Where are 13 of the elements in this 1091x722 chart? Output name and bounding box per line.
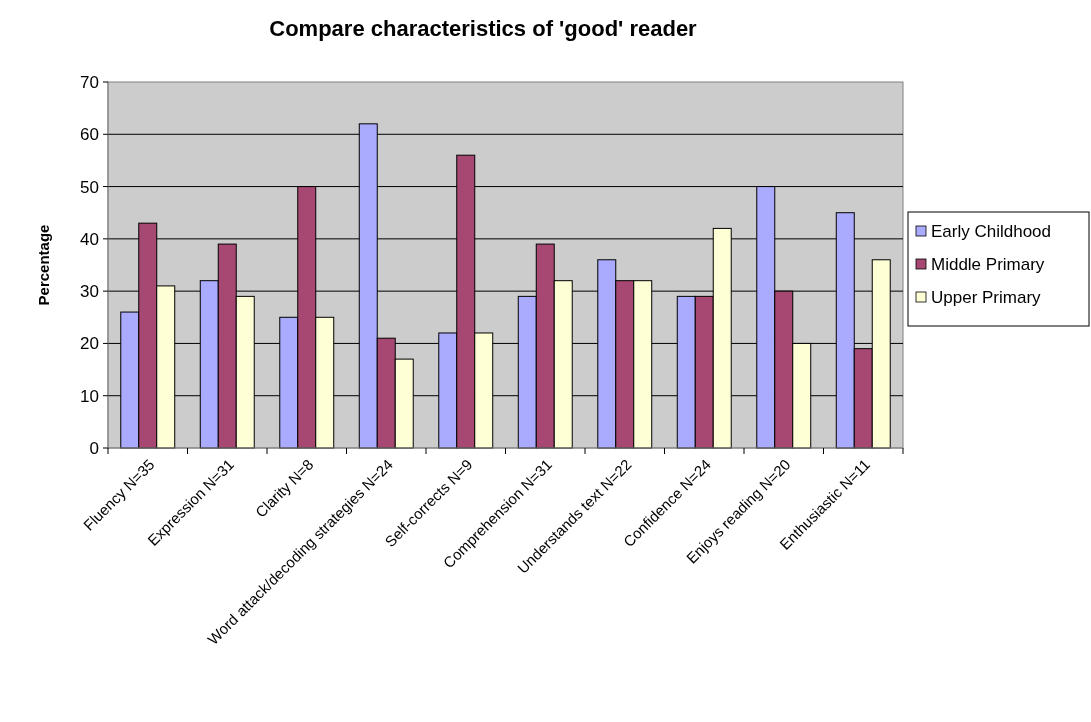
y-tick-label: 70 [80,72,99,92]
y-axis-title: Percentage [35,224,52,306]
y-tick-label: 60 [80,125,99,145]
legend-label: Middle Primary [931,255,1045,274]
y-tick-label: 10 [80,386,99,406]
y-tick-label: 40 [80,229,99,249]
legend-label: Upper Primary [931,288,1042,307]
y-tick-label: 0 [89,438,99,458]
chart-title: Compare characteristics of 'good' reader [269,16,698,41]
y-tick-label: 20 [80,334,99,354]
y-tick-label: 50 [80,177,99,197]
legend-label: Early Childhood [931,222,1052,241]
y-tick-label: 30 [80,282,99,302]
